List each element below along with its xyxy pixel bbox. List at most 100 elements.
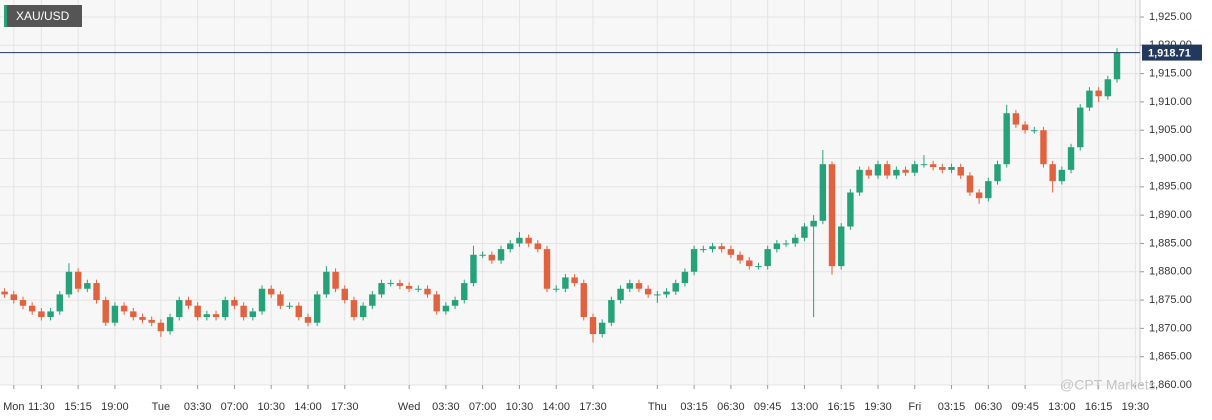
y-tick-label: 1,925.00 [1149,11,1192,23]
candle-body [746,260,753,267]
candle-body [424,288,431,295]
candle-body [166,317,174,332]
candle-body [304,317,312,323]
candle-body [176,300,183,318]
x-tick-label: Fri [908,401,921,413]
candle-body [847,192,854,227]
x-tick-label: 13:00 [791,401,819,413]
candle-body [332,271,339,289]
candle-body [378,283,385,295]
candle-body [1040,130,1047,165]
candle-body [157,322,165,332]
candle-body [525,237,532,244]
candle-body [396,283,404,286]
candle-body [736,254,744,261]
candle-body [543,249,551,289]
candle-body [975,192,983,199]
candle-body [902,169,909,173]
candle-body [727,249,735,255]
candle-body [837,226,845,267]
y-tick-label: 1,860.00 [1149,379,1192,391]
candle-body [966,175,974,193]
x-tick-label: 14:00 [542,401,570,413]
y-tick-label: 1,865.00 [1149,351,1192,363]
x-tick-label: 03:15 [680,401,708,413]
x-tick-label: 11:30 [28,401,55,413]
candle-body [387,283,394,285]
candle-body [635,283,643,289]
candle-body [1077,107,1084,148]
x-tick-label: 06:30 [717,401,745,413]
x-tick-label: 19:30 [864,401,892,413]
x-tick-label: 14:00 [294,401,322,413]
candle-body [497,249,505,261]
candle-body [56,294,63,312]
x-tick-label: 17:30 [579,401,607,413]
x-tick-label: 10:30 [257,401,285,413]
candle-body [222,300,229,318]
candle-body [700,249,707,251]
candle-body [681,271,689,284]
candle-body [93,283,100,301]
candle-body [672,283,679,292]
candle-body [102,300,109,323]
candle-body [562,277,569,289]
y-tick-label: 1,885.00 [1149,237,1192,249]
candle-body [589,317,597,335]
candle-body [350,300,358,318]
candle-body [1067,147,1075,170]
candle-body [1086,90,1093,108]
candle-body [598,322,606,335]
candle-body [773,243,781,250]
candle-body [148,319,155,323]
candle-body [323,271,330,295]
candle-body [1113,52,1121,80]
candle-body [74,271,82,289]
candle-body [920,164,928,166]
candle-body [433,294,440,312]
plot-area [0,0,1140,385]
candle-body [1095,90,1102,97]
last-price-label: 1,918.71 [1148,48,1191,60]
candle-body [617,288,624,301]
candle-body [47,311,54,318]
title-box [4,5,82,27]
candle-body [442,305,450,312]
candle-body [985,181,992,199]
candle-body [19,300,27,306]
x-tick-label: Tue [152,401,171,413]
candle-body [626,283,633,289]
candle-body [1021,124,1029,131]
y-tick-label: 1,895.00 [1149,181,1192,193]
candle-body [865,169,873,176]
candle-body [929,164,937,168]
x-tick-label: 16:15 [1085,401,1113,413]
candle-body [516,237,523,244]
candle-body [10,294,18,301]
last-price-box [1142,44,1202,61]
candle-body [1058,169,1066,182]
candle-body [883,164,891,176]
candle-body [552,288,560,290]
candle-body [194,305,201,318]
x-tick-label: 03:30 [184,401,212,413]
candle-body [231,300,238,306]
candle-body [212,314,220,318]
y-tick-label: 1,870.00 [1149,322,1192,334]
y-tick-label: 1,890.00 [1149,209,1192,221]
candle-body [295,305,303,318]
candle-body [644,288,652,295]
candle-body [359,305,367,318]
candle-body [405,285,413,289]
candle-body [130,311,137,318]
candle-body [461,283,468,301]
x-tick-label: Mon [3,401,24,413]
candle-body [470,254,477,284]
candle-body [755,266,762,268]
candle-body [277,294,284,306]
candle-body [948,167,955,170]
x-tick-label: 09:45 [1011,401,1039,413]
candle-body [994,164,1001,182]
